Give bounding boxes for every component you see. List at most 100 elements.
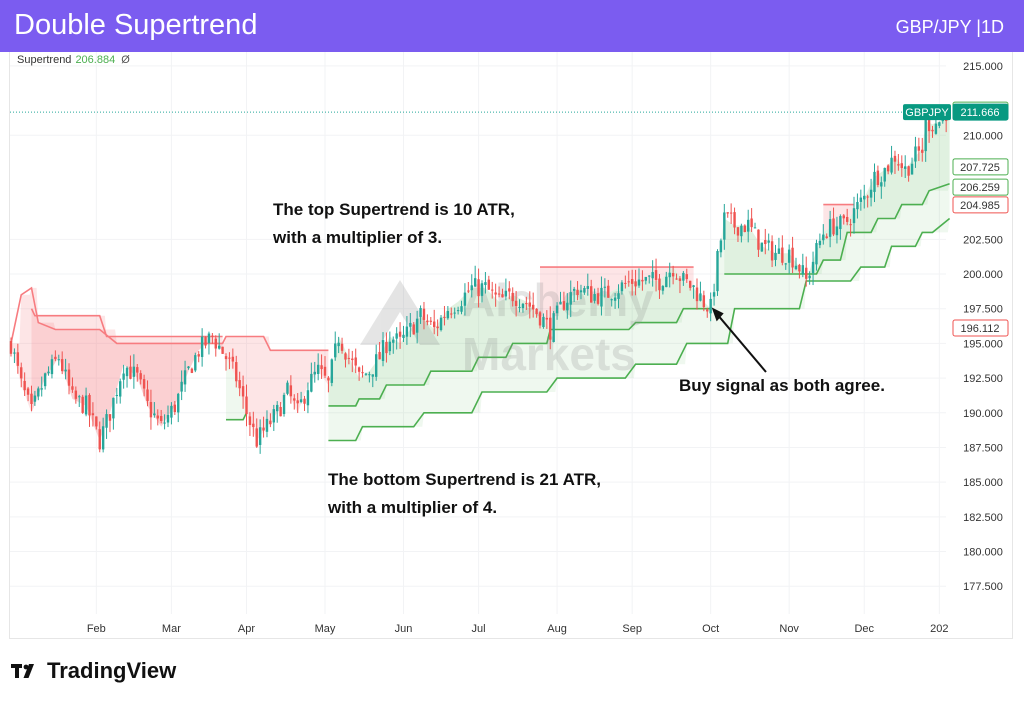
page-title: Double Supertrend	[14, 9, 258, 41]
x-tick-label: Dec	[854, 623, 874, 635]
candle-body	[122, 373, 125, 380]
candle-body	[494, 292, 497, 295]
candle-body	[736, 227, 740, 236]
y-tick-label: 200.000	[963, 269, 1003, 281]
candle-body	[886, 165, 890, 172]
candle-body	[559, 301, 562, 305]
candle-body	[282, 394, 286, 415]
candle-body	[279, 406, 282, 417]
candle-body	[119, 381, 122, 397]
candle-body	[897, 164, 900, 166]
candle-body	[480, 283, 484, 296]
candle-body	[258, 427, 262, 445]
candle-body	[221, 346, 224, 354]
candle-body	[811, 261, 815, 274]
candle-body	[767, 240, 770, 243]
candle-body	[859, 197, 863, 202]
candle-body	[518, 306, 521, 308]
candle-body	[26, 388, 30, 395]
candle-body	[545, 317, 549, 320]
candle-body	[484, 282, 487, 285]
price-label-text: 204.985	[960, 200, 1000, 212]
candle-body	[40, 388, 43, 390]
candle-body	[572, 288, 576, 291]
candle-body	[23, 380, 26, 391]
candle-body	[791, 247, 794, 268]
top-supertrend-annotation: The top Supertrend is 10 ATR, with a mul…	[273, 196, 515, 252]
legend-extra: Ø	[121, 54, 130, 66]
candle-body	[552, 313, 555, 343]
candle-body	[890, 157, 893, 173]
price-label: 204.985	[952, 196, 1009, 214]
supertrend-lines	[10, 183, 951, 442]
candle-body	[330, 359, 334, 383]
candle-body	[217, 345, 221, 349]
candle-body	[47, 371, 50, 374]
candle-body	[719, 240, 723, 253]
candle-body	[241, 386, 245, 397]
candle-body	[538, 312, 542, 326]
candle-body	[142, 379, 146, 389]
x-tick-label: Jun	[395, 623, 413, 635]
y-tick-label: 190.000	[963, 408, 1003, 420]
candle-body	[306, 390, 310, 406]
candle-body	[200, 336, 204, 357]
candle-body	[276, 404, 279, 412]
candle-body	[395, 333, 398, 339]
candle-body	[528, 302, 531, 307]
candle-body	[436, 326, 439, 329]
candle-body	[470, 285, 473, 291]
candle-body	[521, 303, 525, 309]
tradingview-footer: TradingView	[11, 658, 176, 684]
candle-body	[566, 302, 569, 311]
candle-body	[64, 369, 67, 372]
y-tick-label: 180.000	[963, 547, 1003, 559]
indicator-legend: Supertrend 206.884 Ø	[17, 54, 130, 66]
candle-body	[91, 413, 95, 416]
y-tick-label: 185.000	[963, 477, 1003, 489]
candle-body	[197, 354, 200, 357]
candle-body	[644, 276, 648, 281]
price-label-text: 196.112	[961, 323, 1000, 335]
candle-body	[873, 171, 876, 192]
candle-body	[818, 240, 822, 246]
candle-body	[129, 366, 132, 379]
candle-body	[842, 215, 845, 219]
price-label-box	[952, 158, 1009, 176]
candle-body	[921, 149, 924, 153]
watermark-line-2: Markets	[462, 328, 636, 380]
candle-body	[323, 366, 327, 376]
candle-body	[392, 339, 395, 343]
candle-body	[446, 311, 450, 319]
supertrend-fill-up	[724, 111, 950, 281]
candle-body	[74, 390, 78, 399]
candle-body	[214, 338, 217, 349]
y-tick-label: 182.500	[963, 512, 1003, 524]
candle-body	[313, 371, 316, 375]
candle-body	[426, 320, 429, 323]
candle-body	[781, 247, 784, 263]
candle-body	[50, 359, 54, 375]
candle-body	[398, 331, 402, 337]
candle-body	[224, 356, 228, 360]
candle-body	[43, 373, 47, 387]
y-tick-label: 210.000	[963, 130, 1003, 142]
tradingview-brand: TradingView	[47, 658, 177, 683]
candle-body	[733, 212, 736, 228]
candle-body	[511, 292, 514, 302]
candle-body	[777, 248, 781, 254]
candle-body	[187, 366, 190, 369]
candle-body	[166, 414, 170, 423]
candle-body	[869, 189, 873, 198]
candle-body	[562, 301, 566, 310]
candle-body	[692, 285, 695, 288]
candle-body	[863, 195, 866, 200]
candle-body	[146, 389, 149, 401]
candle-body	[9, 341, 13, 354]
candle-body	[327, 377, 330, 381]
candle-body	[385, 341, 388, 354]
candle-body	[617, 293, 620, 299]
arrow-shaft	[713, 310, 767, 373]
